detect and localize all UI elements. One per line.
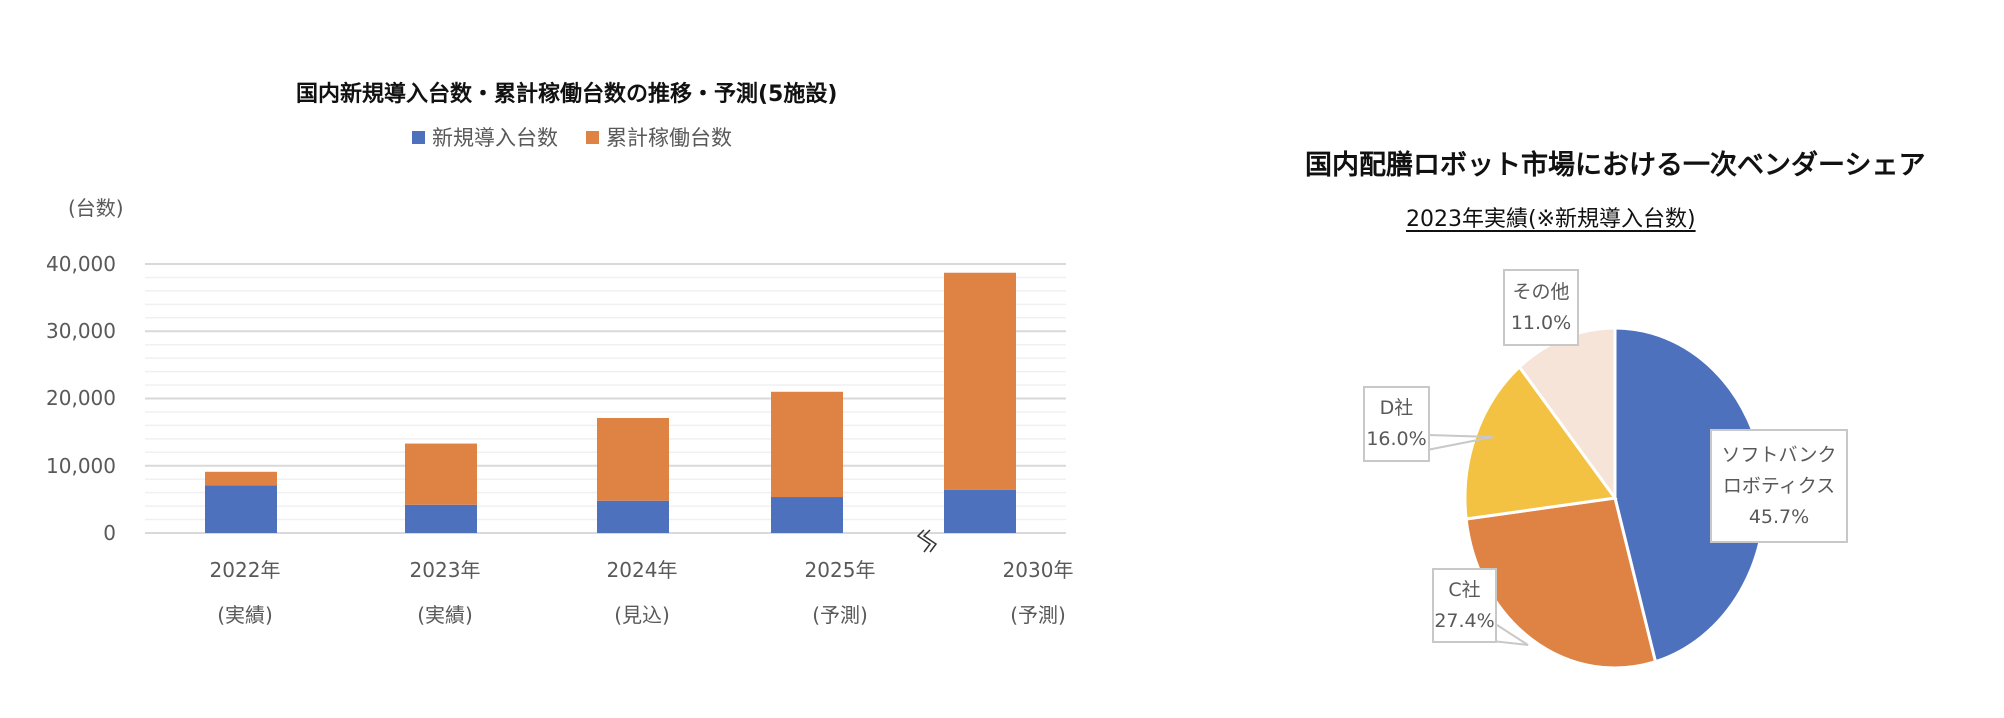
x-tick-2022: 2022年 (実績) [185,548,305,638]
pie-label-other: その他 11.0% [1503,269,1579,346]
pie-label-pct: 16.0% [1366,428,1427,450]
bar-segment [597,500,669,533]
bar-segment [205,485,277,533]
bar-segment [944,489,1016,533]
x-tick-note: (実績) [217,603,273,627]
x-tick-note: (見込) [614,603,670,627]
pie-label-name-line2: ロボティクス [1722,474,1836,497]
pie-chart-subtitle: 2023年実績(※新規導入台数) [1406,207,1696,232]
x-tick-2025: 2025年 (予測) [780,548,900,638]
pie-label-softbank: ソフトバンク ロボティクス 45.7% [1710,429,1848,543]
bar-segment [771,497,843,533]
pie-label-pct: 45.7% [1748,505,1810,528]
x-tick-year: 2025年 [804,558,876,582]
x-tick-2024: 2024年 (見込) [582,548,702,638]
x-tick-year: 2022年 [209,558,281,582]
y-tick: 40,000 [46,252,116,276]
pie-label-name: C社 [1448,578,1481,601]
legend-swatch-orange-icon [586,130,599,144]
x-tick-note: (実績) [417,603,473,627]
legend-label: 累計稼働台数 [606,126,732,150]
y-tick: 20,000 [46,386,116,410]
pie-label-name: ソフトバンク [1721,443,1837,466]
x-tick-year: 2024年 [606,558,678,582]
x-tick-2030: 2030年 (予測) [978,548,1098,638]
pie-chart-title: 国内配膳ロボット市場における一次ベンダーシェア [1305,150,1926,181]
pie-label-name: D社 [1379,397,1414,419]
pie-label-pct: 11.0% [1510,311,1572,334]
bar-segment [597,418,669,501]
legend-label: 新規導入台数 [432,126,558,150]
pie-slice [1463,364,1618,521]
bar-segment [771,391,843,498]
leader-line [1426,434,1494,451]
y-axis-unit-label: (台数) [68,196,124,220]
bar-segment [944,272,1016,490]
bar-segment [405,443,477,505]
pie-label-pct: 27.4% [1434,609,1495,632]
pie-label-name: その他 [1512,280,1570,303]
bar-chart-legend: 新規導入台数 累計稼働台数 [412,122,732,152]
pie-slice [1464,496,1658,670]
x-tick-year: 2023年 [409,558,481,582]
bar-segment [405,504,477,533]
x-tick-2023: 2023年 (実績) [385,548,505,638]
x-tick-note: (予測) [812,603,868,627]
bar-chart-title: 国内新規導入台数・累計稼働台数の推移・予測(5施設) [296,82,838,107]
y-tick: 30,000 [46,319,116,343]
y-tick: 0 [103,521,116,545]
pie-label-d: D社 16.0% [1363,386,1430,462]
pie-label-c: C社 27.4% [1432,568,1497,643]
bar-segment [205,471,277,486]
y-tick: 10,000 [46,454,116,478]
leader-line [1482,624,1529,646]
x-tick-note: (予測) [1010,603,1066,627]
legend-item-new-installs: 新規導入台数 [412,122,558,152]
x-tick-year: 2030年 [1002,558,1074,582]
legend-item-cumulative: 累計稼働台数 [586,122,732,152]
legend-swatch-blue-icon [412,130,425,144]
